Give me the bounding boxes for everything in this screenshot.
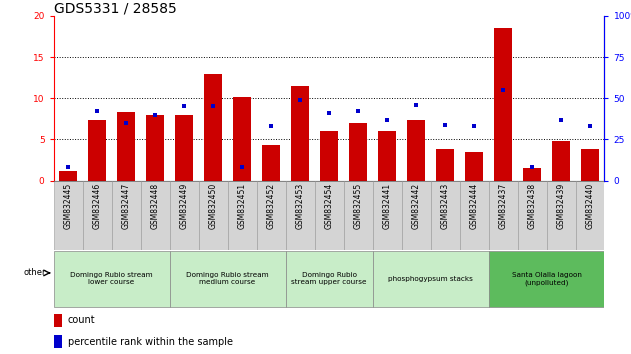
Bar bbox=[141, 181, 170, 250]
Text: GSM832453: GSM832453 bbox=[295, 183, 305, 229]
Bar bbox=[321, 131, 338, 181]
Text: Domingo Rubio
stream upper course: Domingo Rubio stream upper course bbox=[292, 272, 367, 285]
Bar bbox=[54, 335, 62, 348]
Bar bbox=[286, 181, 315, 250]
Bar bbox=[286, 251, 372, 307]
Text: GSM832449: GSM832449 bbox=[180, 183, 189, 229]
Text: GSM832448: GSM832448 bbox=[151, 183, 160, 229]
Bar bbox=[523, 168, 541, 181]
Bar bbox=[199, 181, 228, 250]
Text: GSM832444: GSM832444 bbox=[469, 183, 478, 229]
Point bbox=[92, 109, 102, 114]
Bar bbox=[257, 181, 286, 250]
Text: GSM832447: GSM832447 bbox=[122, 183, 131, 229]
Bar bbox=[292, 86, 309, 181]
Bar bbox=[233, 97, 251, 181]
Bar bbox=[465, 152, 483, 181]
Point bbox=[295, 97, 305, 103]
Text: GSM832439: GSM832439 bbox=[557, 183, 565, 229]
Text: phosphogypsum stacks: phosphogypsum stacks bbox=[388, 276, 473, 282]
Point bbox=[527, 165, 537, 170]
Bar bbox=[146, 115, 164, 181]
Text: other: other bbox=[23, 268, 45, 278]
Text: GDS5331 / 28585: GDS5331 / 28585 bbox=[54, 2, 177, 16]
Point bbox=[411, 102, 421, 108]
Text: GSM832446: GSM832446 bbox=[93, 183, 102, 229]
Bar bbox=[315, 181, 343, 250]
Bar bbox=[204, 74, 221, 181]
Bar bbox=[552, 141, 570, 181]
Bar bbox=[170, 181, 199, 250]
Text: count: count bbox=[68, 315, 95, 325]
Text: GSM832438: GSM832438 bbox=[528, 183, 536, 229]
Bar bbox=[170, 251, 286, 307]
Point bbox=[440, 122, 450, 127]
Bar bbox=[437, 149, 454, 181]
Bar bbox=[401, 181, 430, 250]
Bar bbox=[408, 120, 425, 181]
Bar bbox=[175, 115, 193, 181]
Point bbox=[208, 104, 218, 109]
Bar bbox=[372, 181, 401, 250]
Text: percentile rank within the sample: percentile rank within the sample bbox=[68, 337, 233, 347]
Point bbox=[324, 110, 334, 116]
Text: GSM832454: GSM832454 bbox=[324, 183, 334, 229]
Text: Domingo Rubio stream
lower course: Domingo Rubio stream lower course bbox=[70, 272, 153, 285]
Text: GSM832442: GSM832442 bbox=[411, 183, 420, 229]
Bar bbox=[262, 145, 280, 181]
Point bbox=[121, 120, 131, 126]
Point bbox=[585, 124, 595, 129]
Bar bbox=[575, 181, 604, 250]
Text: GSM832443: GSM832443 bbox=[440, 183, 449, 229]
Bar bbox=[59, 171, 77, 181]
Bar bbox=[228, 181, 257, 250]
Bar bbox=[494, 28, 512, 181]
Bar bbox=[488, 251, 604, 307]
Text: GSM832451: GSM832451 bbox=[238, 183, 247, 229]
Point bbox=[63, 164, 73, 169]
Text: Santa Olalla lagoon
(unpolluted): Santa Olalla lagoon (unpolluted) bbox=[512, 272, 581, 286]
Point bbox=[179, 104, 189, 109]
Bar bbox=[54, 314, 62, 327]
Bar bbox=[372, 251, 488, 307]
Text: GSM832441: GSM832441 bbox=[382, 183, 392, 229]
Bar bbox=[517, 181, 546, 250]
Point bbox=[150, 112, 160, 118]
Bar bbox=[488, 181, 517, 250]
Bar bbox=[83, 181, 112, 250]
Text: GSM832452: GSM832452 bbox=[266, 183, 276, 229]
Point bbox=[237, 164, 247, 169]
Text: GSM832437: GSM832437 bbox=[498, 183, 507, 229]
Bar bbox=[343, 181, 372, 250]
Bar bbox=[379, 131, 396, 181]
Point bbox=[353, 109, 363, 114]
Bar bbox=[54, 181, 83, 250]
Bar bbox=[350, 123, 367, 181]
Text: GSM832450: GSM832450 bbox=[209, 183, 218, 229]
Text: Domingo Rubio stream
medium course: Domingo Rubio stream medium course bbox=[186, 272, 269, 285]
Bar bbox=[581, 149, 599, 181]
Point bbox=[382, 117, 392, 122]
Text: GSM832440: GSM832440 bbox=[586, 183, 594, 229]
Bar bbox=[112, 181, 141, 250]
Text: GSM832445: GSM832445 bbox=[64, 183, 73, 229]
Bar bbox=[546, 181, 575, 250]
Bar bbox=[88, 120, 106, 181]
Point bbox=[469, 124, 479, 129]
Bar bbox=[117, 112, 135, 181]
Point bbox=[498, 87, 508, 93]
Point bbox=[266, 124, 276, 129]
Point bbox=[556, 117, 566, 122]
Bar bbox=[430, 181, 459, 250]
Text: GSM832455: GSM832455 bbox=[353, 183, 363, 229]
Bar bbox=[54, 251, 170, 307]
Bar bbox=[459, 181, 488, 250]
